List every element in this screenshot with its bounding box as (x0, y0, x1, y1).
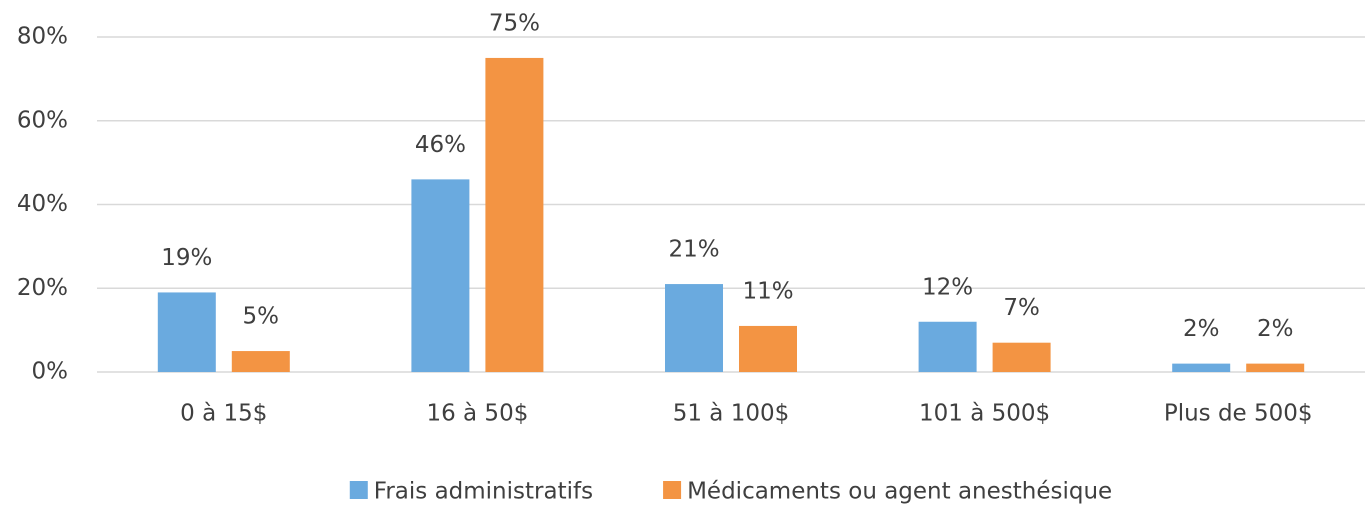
x-tick-label: 16 à 50$ (426, 401, 528, 427)
legend-label: Médicaments ou agent anesthésique (687, 479, 1112, 505)
legend-label: Frais administratifs (374, 479, 593, 505)
bar (485, 57, 544, 372)
bar (992, 342, 1051, 372)
value-label: 46% (415, 132, 466, 158)
value-label: 7% (1003, 295, 1040, 321)
bar (918, 321, 977, 372)
legend-swatch (663, 481, 682, 499)
value-label: 11% (742, 278, 793, 304)
bar (411, 179, 470, 372)
value-label: 12% (922, 274, 973, 300)
x-tick-label: 0 à 15$ (180, 401, 267, 427)
bar (1246, 363, 1305, 372)
value-label: 21% (668, 237, 719, 263)
value-label: 75% (489, 10, 540, 36)
value-label: 5% (243, 304, 280, 330)
x-tick-label: 101 à 500$ (919, 401, 1050, 427)
bar (157, 292, 216, 372)
y-tick-label: 0% (32, 359, 69, 385)
value-label: 19% (161, 245, 212, 271)
bar (739, 325, 797, 372)
y-tick-label: 40% (17, 191, 68, 217)
y-tick-label: 80% (17, 24, 68, 50)
value-label: 2% (1257, 316, 1294, 342)
x-tick-label: 51 à 100$ (673, 401, 790, 427)
bar (1172, 363, 1231, 372)
bar (231, 351, 290, 372)
x-tick-label: Plus de 500$ (1164, 401, 1313, 427)
y-tick-label: 20% (17, 275, 68, 301)
bar (665, 284, 723, 372)
y-tick-label: 60% (17, 107, 68, 133)
legend-swatch (349, 481, 368, 499)
value-label: 2% (1183, 316, 1220, 342)
